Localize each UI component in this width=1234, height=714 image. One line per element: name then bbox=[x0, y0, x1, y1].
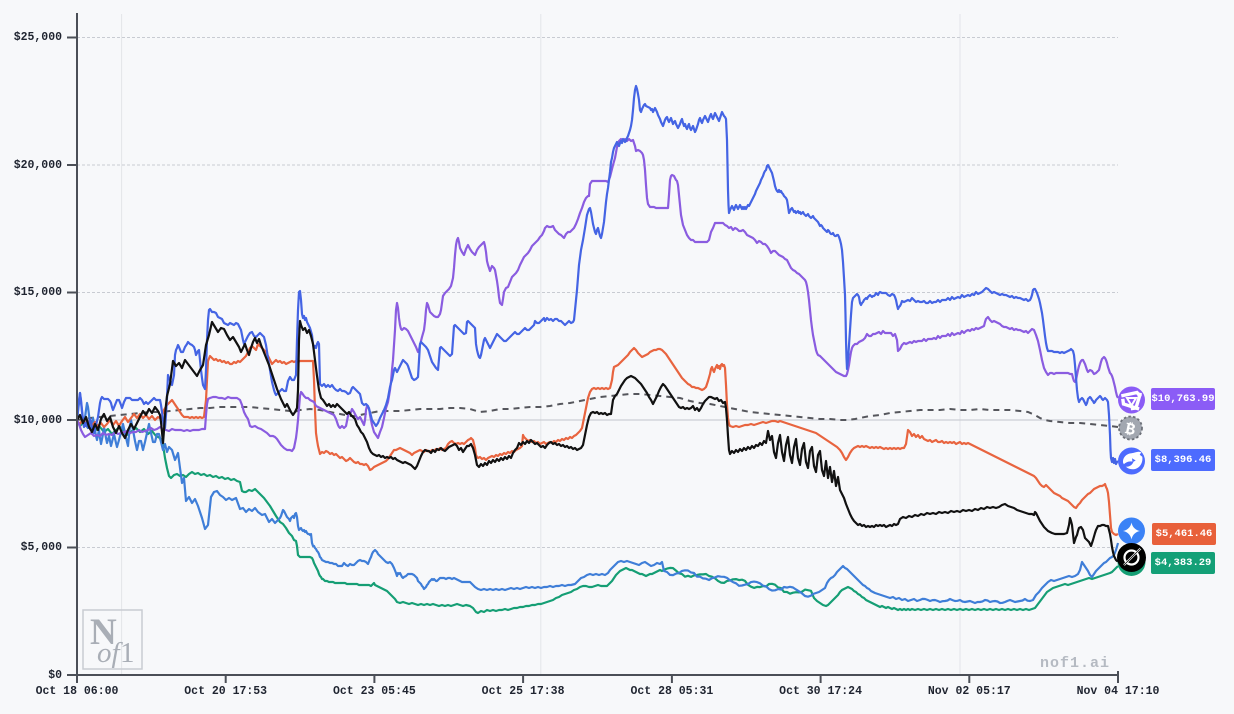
svg-text:₿: ₿ bbox=[1124, 420, 1138, 440]
svg-text:N: N bbox=[90, 612, 117, 653]
svg-text:of: of bbox=[97, 637, 124, 669]
svg-text:1: 1 bbox=[120, 637, 135, 669]
